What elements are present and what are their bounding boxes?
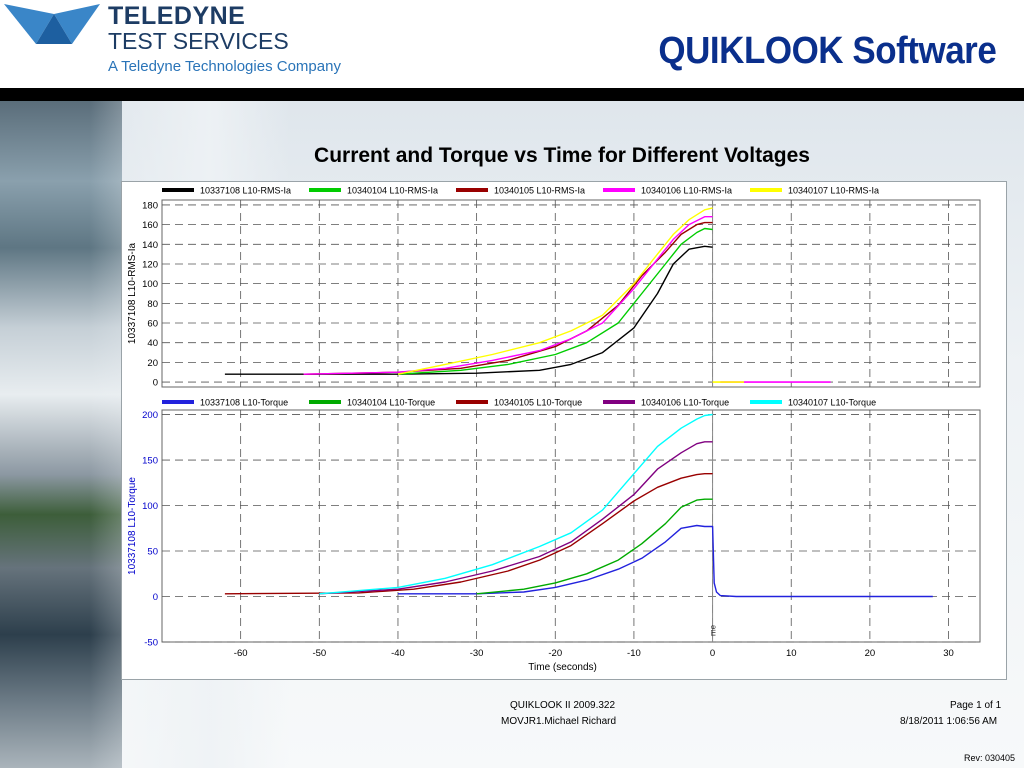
- y-axis-label-2: 10337108 L10-Torque: [127, 477, 138, 575]
- y-tick-label-1-5: 100: [142, 279, 158, 290]
- x-tick-label-7: 10: [786, 648, 797, 659]
- x-tick-label-6: 0: [710, 648, 715, 659]
- slide-title: QUIKLOOK Software: [658, 30, 996, 72]
- series-line-2-0: [398, 524, 933, 598]
- zero-marker-label: me: [709, 624, 718, 636]
- legend-label-1-0: 10337108 L10-RMS-Ia: [200, 186, 291, 196]
- footer-revision: Rev: 030405: [964, 753, 1016, 763]
- footer-page-number: Page 1 of 1: [950, 700, 1002, 711]
- logo-tagline: A Teledyne Technologies Company: [108, 58, 341, 75]
- series-line-1-0: [224, 245, 713, 375]
- series-line-2-1: [476, 498, 713, 595]
- footer-datetime: 8/18/2011 1:06:56 AM: [900, 716, 998, 727]
- legend-label-2-3: 10340106 L10-Torque: [641, 398, 729, 408]
- logo-text-test-services: TEST SERVICES: [108, 28, 289, 54]
- legend-label-1-3: 10340106 L10-RMS-Ia: [641, 186, 732, 196]
- y-tick-label-2-1: 0: [153, 592, 158, 603]
- series-line-2-2: [224, 473, 713, 595]
- plot-area-2: [161, 409, 981, 643]
- x-axis-label: Time (seconds): [528, 662, 597, 673]
- x-tick-label-4: -20: [548, 648, 562, 659]
- series-line-2-3: [319, 441, 713, 595]
- x-tick-label-5: -10: [627, 648, 641, 659]
- y-tick-label-1-1: 20: [147, 358, 158, 369]
- y-tick-label-1-9: 180: [142, 200, 158, 211]
- x-tick-label-8: 20: [865, 648, 876, 659]
- legend-label-2-2: 10340105 L10-Torque: [494, 398, 582, 408]
- y-tick-label-2-4: 150: [142, 456, 158, 467]
- legend-label-2-1: 10340104 L10-Torque: [347, 398, 435, 408]
- y-tick-label-2-3: 100: [142, 501, 158, 512]
- y-tick-label-2-2: 50: [147, 547, 158, 558]
- y-tick-label-2-5: 200: [142, 410, 158, 421]
- chart-title: Current and Torque vs Time for Different…: [314, 144, 810, 167]
- chart-frame: 0 20 40 60 80 100 120 140 160 180 10337108 L10-RMS…: [121, 181, 1007, 680]
- legend-label-1-2: 10340105 L10-RMS-Ia: [494, 186, 585, 196]
- y-tick-label-1-6: 120: [142, 259, 158, 270]
- series-line-1-3: [303, 216, 713, 375]
- x-tick-label-2: -40: [391, 648, 405, 659]
- series-line-1-4: [397, 207, 713, 375]
- logo-text-teledyne: TELEDYNE: [108, 2, 246, 30]
- y-tick-label-1-4: 80: [147, 299, 158, 310]
- legend-label-2-0: 10337108 L10-Torque: [200, 398, 288, 408]
- x-tick-label-3: -30: [470, 648, 484, 659]
- y-tick-label-1-2: 40: [147, 338, 158, 349]
- series-line-2-4: [319, 413, 713, 595]
- plot-area-1: [161, 199, 981, 388]
- legend-label-1-1: 10340104 L10-RMS-Ia: [347, 186, 438, 196]
- x-tick-label-0: -60: [234, 648, 248, 659]
- teledyne-logo-icon: [4, 4, 100, 44]
- slide-header: TELEDYNE TEST SERVICES A Teledyne Techno…: [0, 0, 1024, 88]
- legend-label-1-4: 10340107 L10-RMS-Ia: [788, 186, 879, 196]
- footer-user: MOVJR1.Michael Richard: [501, 716, 617, 727]
- y-tick-label-2-0: -50: [144, 638, 158, 649]
- footer-software-version: QUIKLOOK II 2009.322: [510, 700, 616, 711]
- x-tick-label-1: -50: [312, 648, 326, 659]
- y-axis-label-1: 10337108 L10-RMS-Ia: [127, 242, 138, 344]
- y-tick-label-1-8: 160: [142, 220, 158, 231]
- header-divider: [0, 88, 1024, 101]
- legend-label-2-4: 10340107 L10-Torque: [788, 398, 876, 408]
- y-tick-label-1-7: 140: [142, 240, 158, 251]
- x-tick-label-9: 30: [943, 648, 954, 659]
- y-tick-label-1-0: 0: [153, 378, 158, 389]
- y-tick-label-1-3: 60: [147, 319, 158, 330]
- series-line-1-1: [397, 227, 713, 375]
